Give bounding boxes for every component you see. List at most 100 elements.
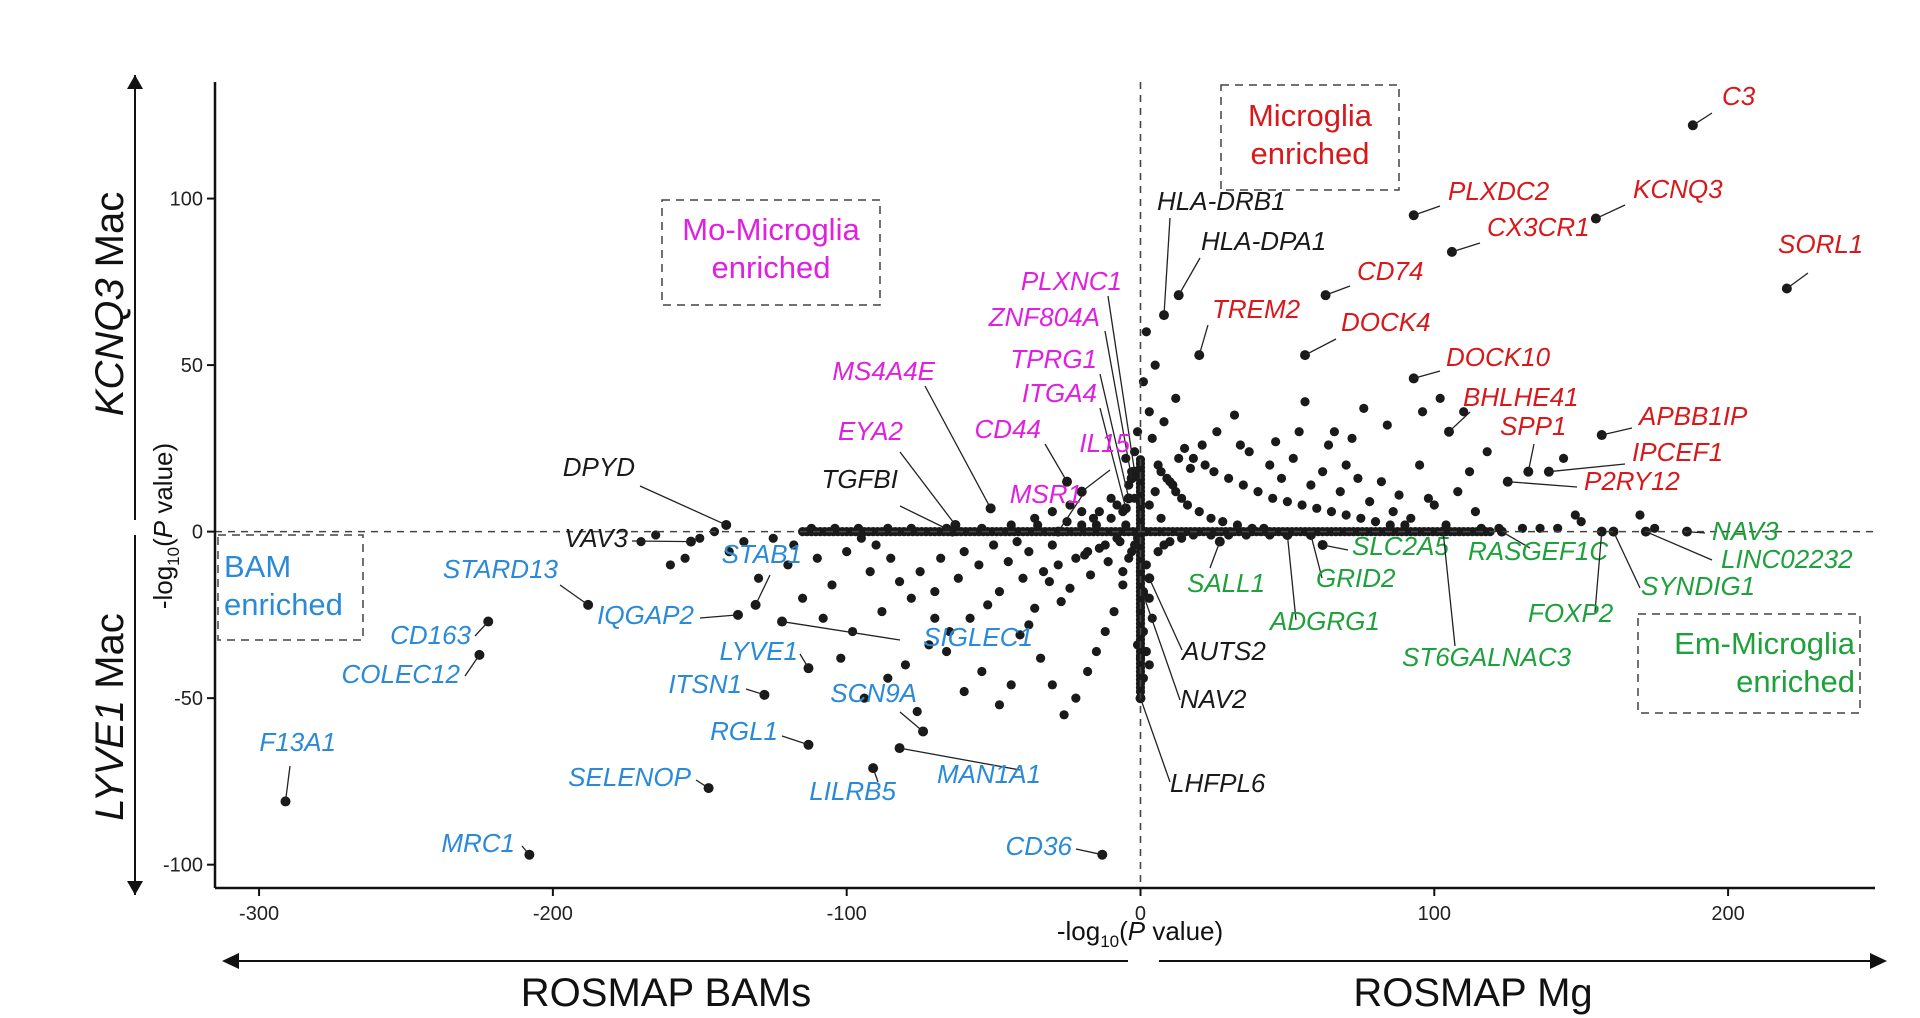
- data-point: [1038, 566, 1049, 577]
- data-point: [856, 533, 866, 543]
- data-point: [1112, 500, 1122, 510]
- data-point: [1385, 520, 1395, 530]
- gene-label: ZNF804A: [988, 302, 1100, 332]
- gene-label: MSR1: [1010, 479, 1082, 509]
- data-point: [1153, 547, 1163, 557]
- data-point: [1406, 513, 1416, 523]
- leader-line: [695, 779, 709, 789]
- gene-label: CD163: [390, 620, 471, 650]
- data-point: [1400, 520, 1410, 530]
- gene-label: TPRG1: [1010, 344, 1097, 374]
- gene-label: SYNDIG1: [1641, 571, 1755, 601]
- leader-line: [1075, 848, 1103, 856]
- data-point: [959, 686, 969, 697]
- data-point: [1177, 533, 1187, 543]
- data-point: [930, 613, 940, 623]
- leader-line: [474, 621, 489, 637]
- data-point: [894, 576, 905, 587]
- data-point: [1059, 710, 1069, 720]
- leader-line: [1198, 324, 1209, 356]
- data-point: [965, 613, 975, 623]
- data-point: [977, 523, 987, 533]
- gene-label: ITGA4: [1022, 378, 1097, 408]
- data-point: [1376, 477, 1387, 487]
- data-point: [1141, 646, 1151, 657]
- data-point: [1056, 596, 1066, 607]
- data-point: [1464, 467, 1475, 477]
- data-point: [1353, 473, 1363, 483]
- x-tick-label: -200: [533, 903, 573, 925]
- data-point: [1065, 500, 1075, 510]
- data-point: [1265, 460, 1275, 470]
- leader-line: [1595, 204, 1626, 220]
- data-point: [1259, 523, 1269, 533]
- data-point: [739, 537, 749, 547]
- data-point: [1417, 407, 1428, 417]
- data-point: [1062, 517, 1072, 527]
- leader-line: [1178, 257, 1201, 296]
- data-point: [1012, 537, 1022, 547]
- gene-label: IQGAP2: [597, 600, 694, 630]
- gene-label: CD36: [1006, 831, 1073, 861]
- em-microglia-region-box: [1637, 613, 1861, 714]
- leader-line: [872, 767, 879, 783]
- data-point: [1459, 407, 1469, 417]
- data-point: [930, 586, 940, 597]
- data-point: [1141, 327, 1151, 337]
- data-point: [1370, 517, 1381, 527]
- leader-line: [745, 688, 765, 696]
- data-point: [1077, 520, 1087, 530]
- leader-line: [1594, 531, 1603, 613]
- leader-line: [1451, 242, 1481, 253]
- gene-label: SPP1: [1500, 411, 1567, 441]
- data-point: [1359, 403, 1369, 413]
- region-boxes: MicrogliaenrichedMo-MicrogliaenrichedBAM…: [217, 84, 1861, 714]
- data-point: [836, 653, 846, 663]
- data-point: [1535, 523, 1545, 533]
- data-point: [1232, 520, 1243, 530]
- data-point: [944, 626, 955, 637]
- data-point: [1118, 580, 1128, 590]
- gene-label: NAV3: [1712, 516, 1779, 546]
- leader-line: [899, 747, 1021, 771]
- data-point: [842, 547, 852, 557]
- data-point: [812, 553, 822, 563]
- leader-line: [1139, 697, 1171, 783]
- gene-label: DOCK4: [1341, 307, 1431, 337]
- gene-label: EYA2: [838, 416, 904, 446]
- data-point: [1224, 530, 1234, 540]
- mo-microglia-region-label: enriched: [712, 250, 831, 285]
- data-point: [1206, 530, 1216, 540]
- data-point: [1635, 510, 1645, 520]
- data-point: [953, 573, 963, 583]
- data-point: [1103, 557, 1113, 567]
- data-point: [1185, 463, 1196, 473]
- data-point: [924, 640, 934, 650]
- leader-line: [899, 505, 953, 533]
- data-point: [877, 606, 887, 617]
- data-point: [1006, 680, 1016, 690]
- leader-line: [1527, 443, 1535, 472]
- data-point: [1268, 493, 1278, 503]
- data-point: [665, 560, 675, 570]
- data-point: [1206, 513, 1216, 523]
- gene-label: MAN1A1: [937, 759, 1041, 789]
- data-point: [1238, 480, 1248, 490]
- data-point: [1570, 510, 1580, 520]
- data-point: [798, 593, 808, 603]
- data-point: [853, 523, 864, 533]
- data-point: [1482, 447, 1492, 457]
- data-point: [1094, 507, 1104, 517]
- bam-region-label: enriched: [224, 587, 343, 622]
- data-point: [1006, 520, 1016, 530]
- data-point: [1224, 473, 1234, 483]
- data-point: [1150, 360, 1160, 370]
- data-point: [1326, 507, 1337, 517]
- data-point: [1341, 460, 1351, 470]
- data-point: [806, 523, 817, 533]
- leader-line: [1413, 370, 1441, 380]
- data-point: [830, 523, 840, 533]
- data-point: [1047, 540, 1057, 550]
- data-point: [977, 666, 987, 677]
- data-point: [1179, 443, 1190, 453]
